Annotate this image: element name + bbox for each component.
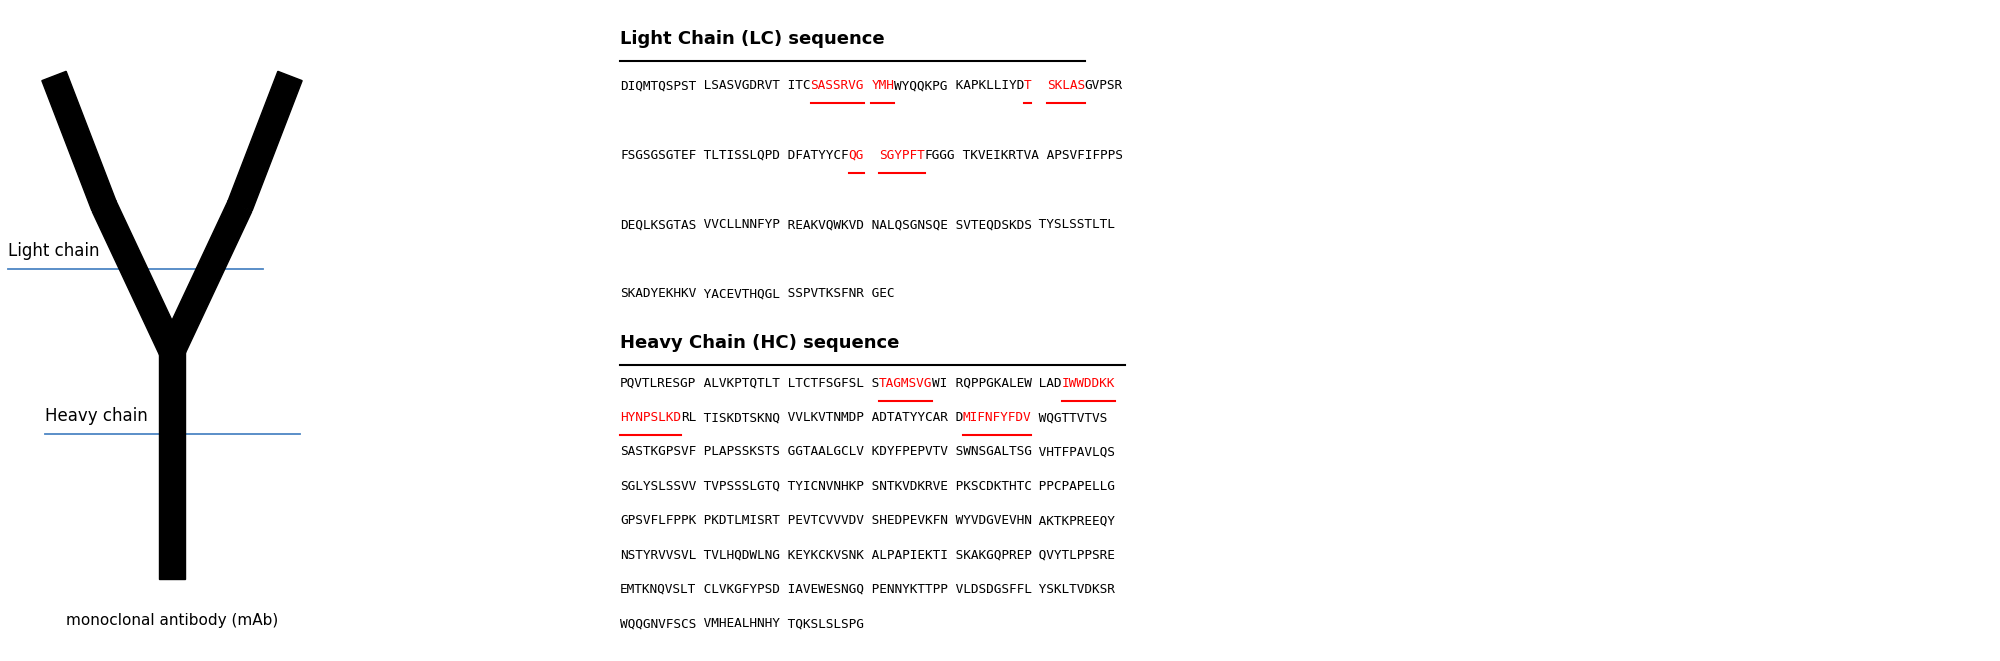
Text: APSVFIFPPS: APSVFIFPPS	[1040, 149, 1122, 162]
Polygon shape	[160, 351, 184, 579]
Text: GVPSR: GVPSR	[1084, 79, 1122, 93]
Text: T: T	[1024, 79, 1032, 93]
Text: NALQSGNSQE: NALQSGNSQE	[864, 218, 948, 231]
Text: DFATYYCF: DFATYYCF	[780, 149, 848, 162]
Text: ITC: ITC	[780, 79, 810, 93]
Text: SKLAS: SKLAS	[1046, 79, 1084, 93]
Text: TYSLSSTLTL: TYSLSSTLTL	[1032, 218, 1116, 231]
Text: AKTKPREEQY: AKTKPREEQY	[1032, 514, 1116, 527]
Text: ALPAPIEKTI: ALPAPIEKTI	[864, 549, 948, 562]
Text: VMHEALHNHY: VMHEALHNHY	[696, 617, 780, 631]
Text: KDYFPEPVTV: KDYFPEPVTV	[864, 446, 948, 459]
Polygon shape	[160, 200, 252, 356]
Text: HYNPSLKD: HYNPSLKD	[620, 411, 680, 424]
Text: WYVDGVEVHN: WYVDGVEVHN	[948, 514, 1032, 527]
Text: TKVEIKRTVA: TKVEIKRTVA	[956, 149, 1040, 162]
Text: VVLKVTNMDP: VVLKVTNMDP	[780, 411, 864, 424]
Text: KAPKLLIYD: KAPKLLIYD	[948, 79, 1024, 93]
Text: LTCTFSGFSL: LTCTFSGFSL	[780, 377, 864, 390]
Text: QG: QG	[848, 149, 864, 162]
Text: ALVKPTQTLT: ALVKPTQTLT	[696, 377, 780, 390]
Text: Heavy Chain (HC) sequence: Heavy Chain (HC) sequence	[620, 334, 900, 352]
Text: YACEVTHQGL: YACEVTHQGL	[696, 288, 780, 301]
Text: LAD: LAD	[1032, 377, 1062, 390]
Text: IAVEWESNGQ: IAVEWESNGQ	[780, 583, 864, 596]
Text: TISKDTSKNQ: TISKDTSKNQ	[696, 411, 780, 424]
Text: TVLHQDWLNG: TVLHQDWLNG	[696, 549, 780, 562]
Text: WYQQKPG: WYQQKPG	[894, 79, 948, 93]
Text: FGGG: FGGG	[924, 149, 956, 162]
Text: WQGTTVTVS: WQGTTVTVS	[1032, 411, 1108, 424]
Text: TVPSSSLGTQ: TVPSSSLGTQ	[696, 480, 780, 493]
Polygon shape	[42, 71, 116, 211]
Text: SASTKGPSVF: SASTKGPSVF	[620, 446, 696, 459]
Text: GEC: GEC	[864, 288, 894, 301]
Text: PEVTCVVVDV: PEVTCVVVDV	[780, 514, 864, 527]
Text: PPCPAPELLG: PPCPAPELLG	[1032, 480, 1116, 493]
Text: TQKSLSLSPG: TQKSLSLSPG	[780, 617, 864, 631]
Text: RQPPGKALEW: RQPPGKALEW	[948, 377, 1032, 390]
Text: monoclonal antibody (mAb): monoclonal antibody (mAb)	[66, 613, 278, 629]
Polygon shape	[92, 200, 184, 356]
Text: SKADYEKHKV: SKADYEKHKV	[620, 288, 696, 301]
Text: VLDSDGSFFL: VLDSDGSFFL	[948, 583, 1032, 596]
Text: EMTKNQVSLT: EMTKNQVSLT	[620, 583, 696, 596]
Text: TAGMSVG: TAGMSVG	[880, 377, 932, 390]
Text: IWWDDKK: IWWDDKK	[1062, 377, 1116, 390]
Text: ADTATYYCAR: ADTATYYCAR	[864, 411, 948, 424]
Text: SGYPFT: SGYPFT	[880, 149, 924, 162]
Text: Light chain: Light chain	[8, 242, 100, 260]
Text: GGTAALGCLV: GGTAALGCLV	[780, 446, 864, 459]
Text: KEYKCKVSNK: KEYKCKVSNK	[780, 549, 864, 562]
Text: SGLYSLSSVV: SGLYSLSSVV	[620, 480, 696, 493]
Text: QVYTLPPSRE: QVYTLPPSRE	[1032, 549, 1116, 562]
Text: MIFNFYFDV: MIFNFYFDV	[962, 411, 1032, 424]
Text: WI: WI	[932, 377, 948, 390]
Text: GPSVFLFPPK: GPSVFLFPPK	[620, 514, 696, 527]
Text: SSPVTKSFNR: SSPVTKSFNR	[780, 288, 864, 301]
Text: Heavy chain: Heavy chain	[44, 407, 148, 426]
Text: DEQLKSGTAS: DEQLKSGTAS	[620, 218, 696, 231]
Text: SASSRVG: SASSRVG	[810, 79, 864, 93]
Text: PQVTLRESGP: PQVTLRESGP	[620, 377, 696, 390]
Text: YMH: YMH	[872, 79, 894, 93]
Text: SWNSGALTSG: SWNSGALTSG	[948, 446, 1032, 459]
Text: YSKLTVDKSR: YSKLTVDKSR	[1032, 583, 1116, 596]
Text: NSTYRVVSVL: NSTYRVVSVL	[620, 549, 696, 562]
Text: SHEDPEVKFN: SHEDPEVKFN	[864, 514, 948, 527]
Text: CLVKGFYPSD: CLVKGFYPSD	[696, 583, 780, 596]
Text: SVTEQDSKDS: SVTEQDSKDS	[948, 218, 1032, 231]
Text: PLAPSSKSTS: PLAPSSKSTS	[696, 446, 780, 459]
Text: LSASVGDRVT: LSASVGDRVT	[696, 79, 780, 93]
Text: TLTISSLQPD: TLTISSLQPD	[696, 149, 780, 162]
Text: VHTFPAVLQS: VHTFPAVLQS	[1032, 446, 1116, 459]
Text: REAKVQWKVD: REAKVQWKVD	[780, 218, 864, 231]
Text: PENNYKTTPP: PENNYKTTPP	[864, 583, 948, 596]
Text: VVCLLNNFYP: VVCLLNNFYP	[696, 218, 780, 231]
Text: DIQMTQSPST: DIQMTQSPST	[620, 79, 696, 93]
Polygon shape	[228, 71, 302, 211]
Text: TYICNVNHKP: TYICNVNHKP	[780, 480, 864, 493]
Text: FSGSGSGTEF: FSGSGSGTEF	[620, 149, 696, 162]
Text: D: D	[948, 411, 962, 424]
Text: PKDTLMISRT: PKDTLMISRT	[696, 514, 780, 527]
Text: WQQGNVFSCS: WQQGNVFSCS	[620, 617, 696, 631]
Text: SKAKGQPREP: SKAKGQPREP	[948, 549, 1032, 562]
Text: S: S	[864, 377, 880, 390]
Text: RL: RL	[680, 411, 696, 424]
Text: Light Chain (LC) sequence: Light Chain (LC) sequence	[620, 30, 884, 48]
Text: SNTKVDKRVE: SNTKVDKRVE	[864, 480, 948, 493]
Text: PKSCDKTHTC: PKSCDKTHTC	[948, 480, 1032, 493]
